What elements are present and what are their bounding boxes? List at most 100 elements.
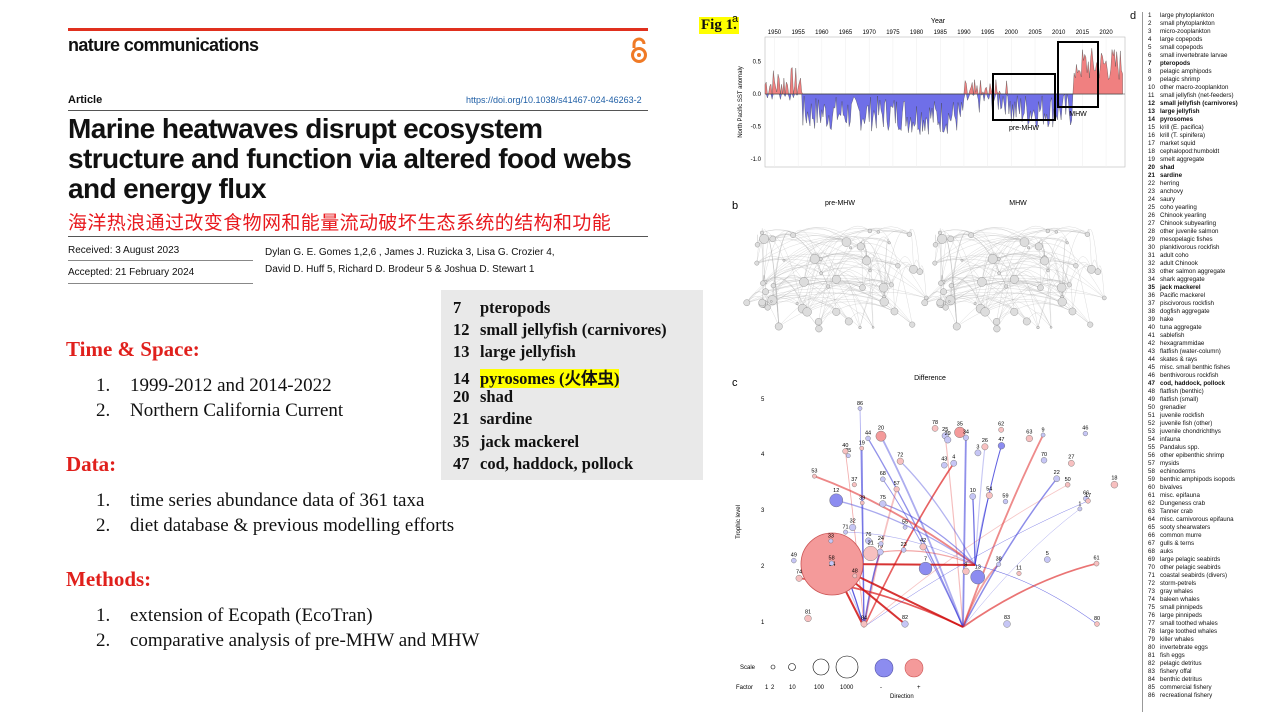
legend-item: 46 benthivorous rockfish [1148, 372, 1219, 379]
doi-link[interactable]: https://doi.org/10.1038/s41467-024-46263… [466, 95, 642, 105]
legend-item: 84 benthic detritus [1148, 676, 1202, 683]
node-label: 47 [998, 437, 1004, 443]
legend-item: 38 dogfish aggregate [1148, 308, 1210, 315]
network-node [1054, 230, 1058, 234]
network-node [1094, 621, 1100, 627]
factor-label: Factor [736, 685, 753, 691]
node-label: 8 [964, 562, 967, 568]
network-node [901, 620, 909, 628]
network-node [962, 434, 969, 441]
network-node [895, 263, 901, 269]
legend-divider [1142, 12, 1143, 712]
legend-item: 48 flatfish (benthic) [1148, 388, 1204, 395]
legend-item: 19 smelt aggregate [1148, 156, 1205, 163]
node-label: 53 [811, 469, 817, 475]
network-edge [970, 229, 1000, 274]
flow-edge [962, 478, 1058, 628]
network-node [977, 277, 987, 287]
y-tick: 1 [761, 620, 765, 626]
network-node [1044, 556, 1051, 563]
flow-edge [972, 496, 976, 566]
flow-edge [974, 495, 990, 566]
network-node [901, 547, 907, 553]
network-edge [773, 274, 892, 286]
network-node [1064, 482, 1071, 488]
network-node [879, 500, 887, 508]
negative-anomaly-area [765, 93, 1123, 135]
network-edge [1087, 229, 1099, 272]
network-node [867, 228, 872, 234]
scale-circle [788, 663, 796, 671]
network-node [909, 321, 916, 328]
year-tick: 1955 [791, 30, 805, 36]
direction-minus: - [880, 685, 882, 691]
network-edge [869, 266, 874, 328]
node-label: 76 [865, 532, 871, 538]
network-node [981, 443, 989, 451]
network-node [1010, 307, 1019, 316]
node-label: 50 [1065, 477, 1071, 483]
network-edge [924, 277, 1070, 303]
legend-item: 34 shark aggregate [1148, 276, 1205, 283]
legend-item: 16 krill (T. spinifera) [1148, 132, 1206, 139]
network-node [960, 258, 964, 262]
factor-value: 2 [771, 685, 775, 691]
network-node [932, 260, 938, 266]
network-node [941, 462, 948, 469]
network-edge [961, 238, 1039, 261]
network-edge [783, 238, 861, 261]
network-node [860, 500, 865, 506]
network-node [1037, 284, 1044, 291]
network-edge [746, 288, 885, 303]
network-edge [949, 294, 1027, 322]
legend-item: 71 coastal seabirds (divers) [1148, 572, 1228, 579]
scale-circle [812, 658, 830, 676]
y-tick: 0.5 [753, 60, 762, 66]
legend-item: 45 misc. small benthic fishes [1148, 364, 1231, 371]
year-tick: 1995 [981, 30, 995, 36]
network-edge [985, 289, 1063, 312]
author-list: Dylan G. E. Gomes 1,2,6 , James J. Ruzic… [265, 244, 655, 278]
node-label: 80 [1094, 616, 1100, 622]
network-edge [762, 280, 884, 305]
network-node [888, 282, 894, 288]
sst-anomaly-chart: a Year 1950 1955 1960 1965 1970 1975 1980 1985 1… [732, 13, 1126, 168]
node-label: 42 [920, 538, 926, 544]
node-label: 35 [957, 421, 963, 427]
node-label: 83 [1004, 615, 1010, 621]
legend-item: 47 cod, haddock, pollock [1148, 380, 1225, 387]
node-label: 37 [851, 477, 857, 483]
network-node [828, 538, 834, 544]
legend-item: 14 pyrosomes [1148, 116, 1194, 123]
scale-circle [835, 655, 859, 679]
network-node [774, 322, 783, 331]
network-node [992, 318, 1001, 326]
network-node [942, 304, 949, 311]
network-title-pre: pre-MHW [825, 200, 855, 207]
network-node [799, 277, 809, 287]
network-edge [771, 294, 849, 322]
legend-item: 68 auks [1148, 548, 1174, 555]
network-edge [940, 280, 1062, 305]
legend-item: 31 adult coho [1148, 252, 1189, 259]
network-edge [820, 268, 837, 312]
direction-minus-circle [874, 658, 894, 678]
network-node [859, 284, 866, 291]
year-tick: 2000 [1005, 30, 1019, 36]
network-graph [743, 226, 1107, 333]
legend-item: 51 juvenile rockfish [1148, 412, 1205, 419]
node-label: 27 [1068, 455, 1074, 461]
network-node [940, 288, 947, 296]
legend-item: 79 killer whales [1148, 636, 1194, 643]
flow-edge [962, 437, 967, 628]
divider [68, 236, 648, 237]
list-item: 2. Northern California Current [96, 400, 344, 421]
network-edge [818, 303, 895, 322]
divider [68, 110, 648, 111]
network-node [814, 318, 823, 326]
network-edge [945, 292, 1063, 308]
network-node [924, 295, 929, 301]
network-edge [746, 291, 885, 303]
network-edge [943, 262, 1049, 283]
year-tick: 1950 [768, 30, 782, 36]
